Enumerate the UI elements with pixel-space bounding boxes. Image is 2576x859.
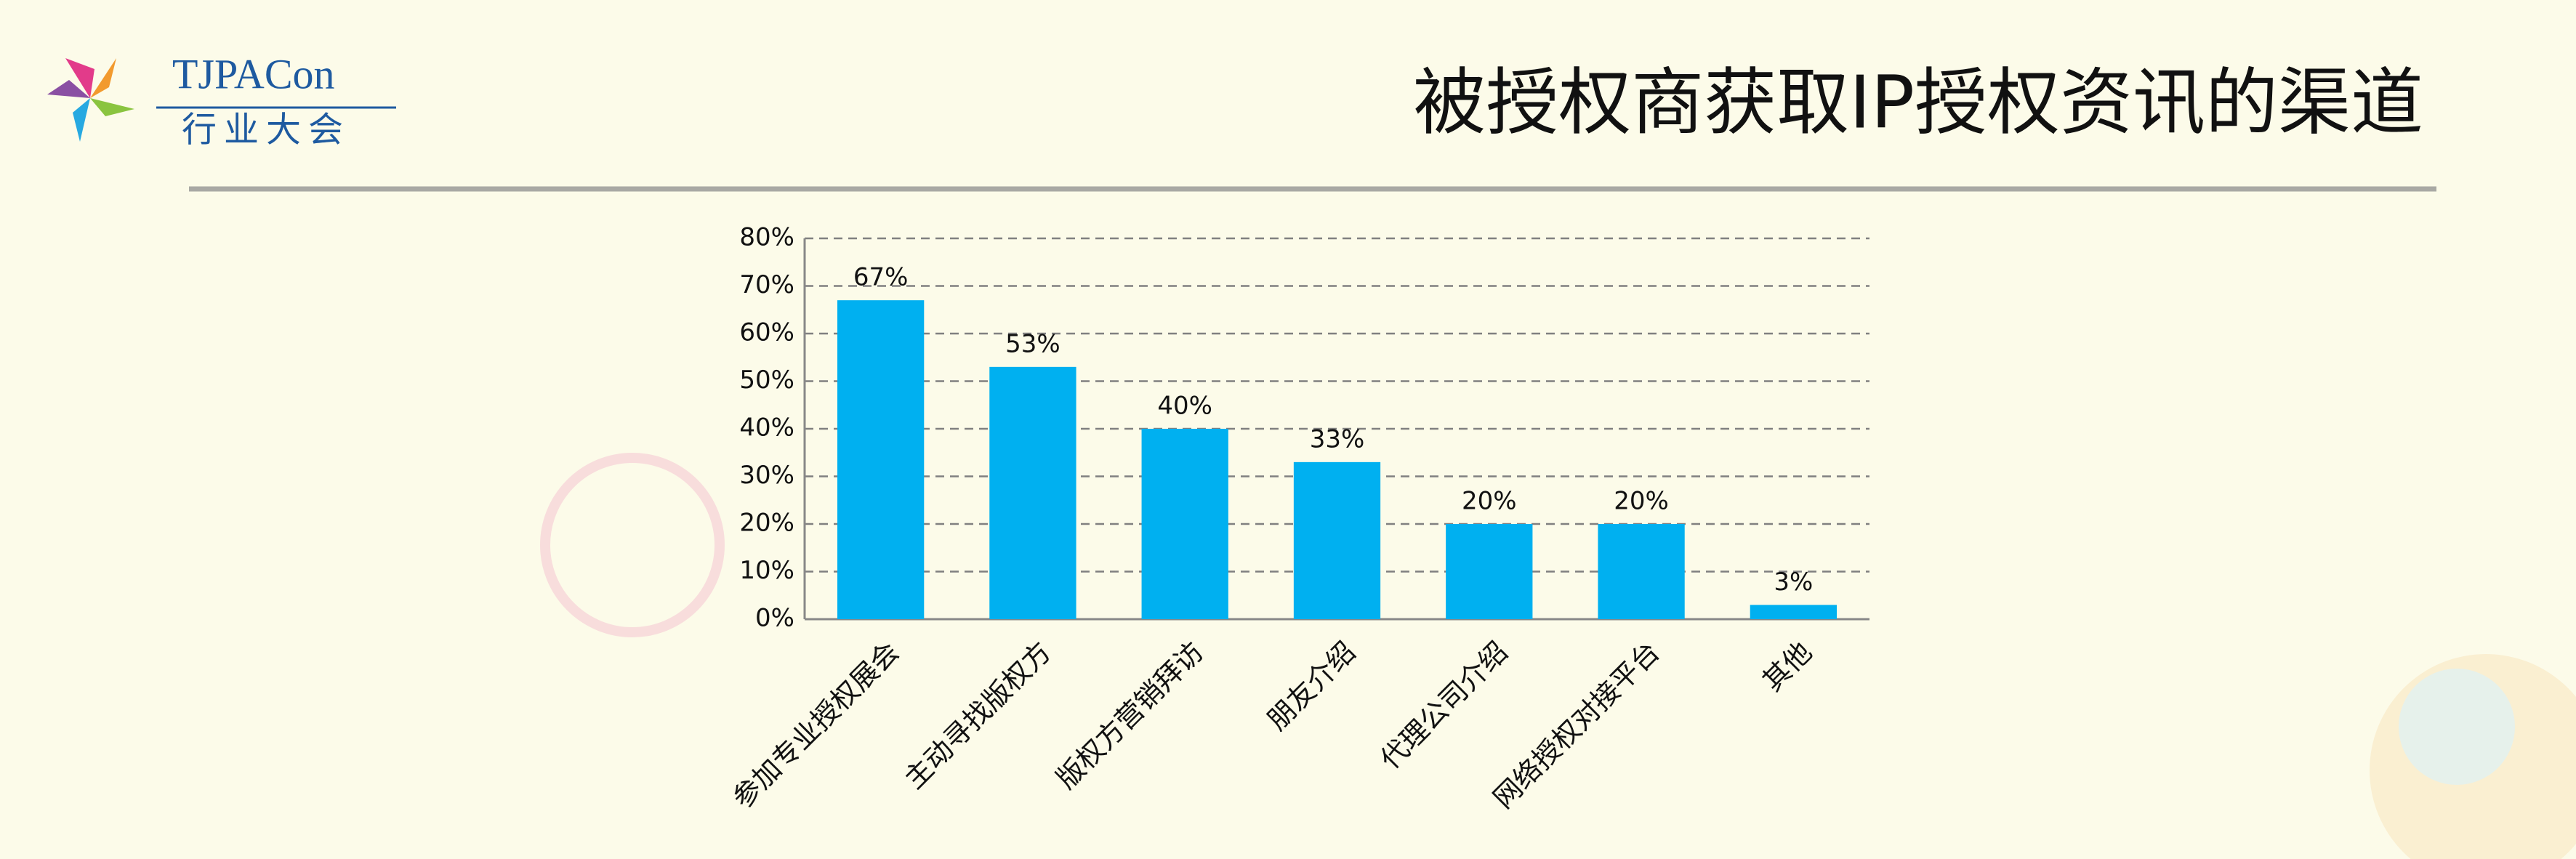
y-tick-label: 10% <box>739 556 794 585</box>
value-label: 20% <box>1462 487 1517 516</box>
value-label: 3% <box>1774 568 1813 597</box>
x-tick-label: 参加专业授权展会 <box>726 636 905 815</box>
logo-subtitle: 行业大会 <box>182 110 350 150</box>
logo-name: TJPACon <box>172 50 335 97</box>
value-label: 67% <box>853 263 909 292</box>
x-tick-label: 网络授权对接平台 <box>1487 636 1666 815</box>
chart-title: 被授权商获取IP授权资讯的渠道 <box>1413 60 2423 145</box>
x-tick-label: 主动寻找版权方 <box>898 636 1058 795</box>
value-label: 33% <box>1310 424 1365 453</box>
y-tick-label: 50% <box>739 366 794 395</box>
decoration <box>540 453 2576 859</box>
y-tick-label: 70% <box>739 270 794 299</box>
logo-mark <box>47 58 134 142</box>
bar <box>1446 524 1533 619</box>
bar <box>837 300 925 619</box>
x-tick-label: 其他 <box>1756 636 1818 698</box>
y-tick-label: 20% <box>739 509 794 538</box>
bar <box>1141 429 1228 619</box>
y-tick-label: 30% <box>739 461 794 490</box>
bar <box>1293 461 1381 619</box>
x-tick-label: 朋友介绍 <box>1261 636 1362 737</box>
y-tick-label: 40% <box>739 414 794 443</box>
bar <box>1750 605 1838 619</box>
bar <box>1598 524 1685 619</box>
y-tick-label: 80% <box>739 223 794 252</box>
y-tick-label: 60% <box>739 318 794 347</box>
value-label: 40% <box>1157 392 1212 421</box>
value-label: 20% <box>1614 487 1669 516</box>
bar <box>989 366 1076 619</box>
x-tick-label: 代理公司介绍 <box>1374 636 1513 775</box>
y-tick-label: 0% <box>755 604 794 633</box>
value-label: 53% <box>1005 329 1060 358</box>
x-tick-label: 版权方营销拜访 <box>1050 636 1209 795</box>
